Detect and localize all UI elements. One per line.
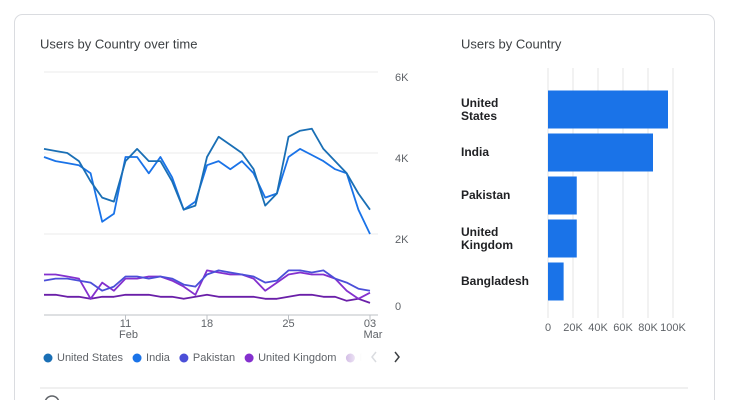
category-label: Pakistan [461,188,511,202]
chart-title: Users by Country [461,36,562,51]
bar [548,219,577,258]
category-label: Bangladesh [461,274,530,288]
series-line [43,127,371,211]
bar [548,90,668,129]
legend-label: United Kingdom [258,352,336,364]
category-label: United Kingdom [461,224,513,252]
y-tick-label: 2K [395,234,409,246]
legend-next[interactable] [394,351,400,363]
legend-swatch [132,353,142,363]
x-tick-sublabel: Feb [119,329,138,341]
x-tick-label: 20K [563,322,583,334]
series-line [44,293,371,304]
x-tick-label: 40K [588,322,608,334]
x-tick-label: 03 [364,318,376,330]
icon [44,395,60,400]
series-line [43,148,371,235]
x-tick-label: 0 [545,322,551,334]
category-label: United States [461,95,499,123]
legend-label: United States [57,352,124,364]
y-tick-label: 6K [395,72,409,84]
legend-prev[interactable] [371,351,377,363]
card [14,14,715,400]
x-tick-label: 60K [613,322,633,334]
y-tick-label: 4K [395,153,409,165]
legend-label: India [146,352,171,364]
bar [548,176,577,215]
legend-swatch [244,353,254,363]
legend: United States India Pakistan United Kingdom… [43,352,362,364]
x-tick-label: 80K [638,322,658,334]
x-tick-label: 18 [201,318,213,330]
bar [548,262,564,301]
legend-label: Pakistan [193,352,235,364]
y-tick-label: 0 [395,301,401,313]
x-tick-label: 100K [660,322,686,334]
series-line [43,269,371,292]
x-tick-label: 25 [282,318,294,330]
bar [548,133,653,172]
chart-title: Users by Country over time [40,36,198,51]
category-label: India [461,145,490,159]
legend-fade [340,348,362,368]
legend-swatch [179,353,189,363]
x-tick-sublabel: Mar [364,329,383,341]
x-tick-label: 11 [120,318,131,330]
legend-swatch [43,353,53,363]
